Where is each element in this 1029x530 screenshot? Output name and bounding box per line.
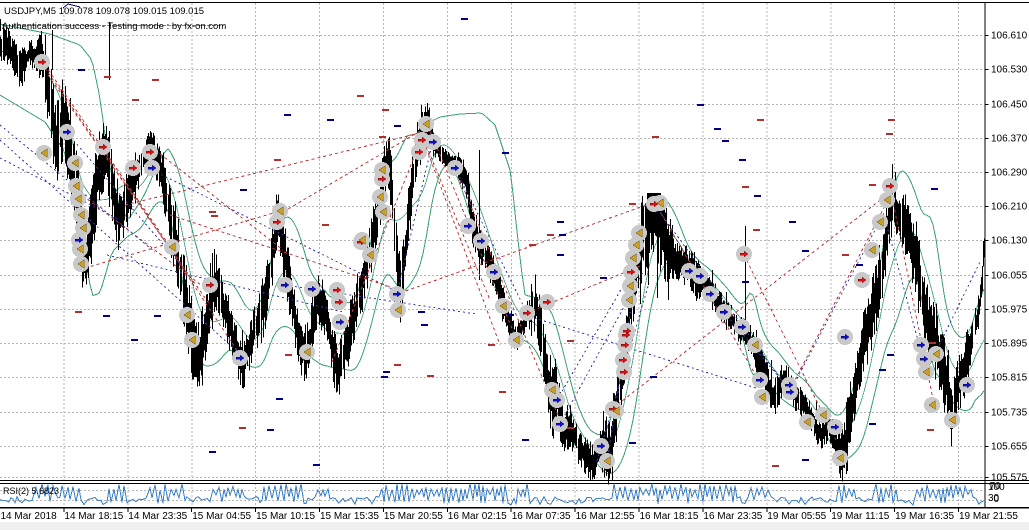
svg-text:105.735: 105.735 <box>991 408 1028 419</box>
svg-text:16 Mar 07:35: 16 Mar 07:35 <box>512 511 571 522</box>
svg-text:16 Mar 18:15: 16 Mar 18:15 <box>640 511 699 522</box>
svg-text:15 Mar 10:15: 15 Mar 10:15 <box>256 511 315 522</box>
svg-text:15 Mar 04:55: 15 Mar 04:55 <box>192 511 251 522</box>
svg-text:106.130: 106.130 <box>991 236 1028 247</box>
svg-text:19 Mar 05:55: 19 Mar 05:55 <box>767 511 826 522</box>
svg-text:106.450: 106.450 <box>991 100 1028 111</box>
svg-text:30: 30 <box>988 493 1000 504</box>
svg-text:16 Mar 02:15: 16 Mar 02:15 <box>448 511 507 522</box>
svg-text:106.370: 106.370 <box>991 134 1028 145</box>
svg-text:16 Mar 23:35: 16 Mar 23:35 <box>703 511 762 522</box>
svg-text:105.655: 105.655 <box>991 442 1028 453</box>
svg-text:106.530: 106.530 <box>991 65 1028 76</box>
svg-text:19 Mar 16:35: 19 Mar 16:35 <box>895 511 954 522</box>
svg-text:14 Mar 23:35: 14 Mar 23:35 <box>128 511 187 522</box>
svg-text:106.290: 106.290 <box>991 168 1028 179</box>
svg-text:USDJPY,M5 109.078 109.078 109: USDJPY,M5 109.078 109.078 109.015 109.01… <box>4 6 204 17</box>
svg-text:106.610: 106.610 <box>991 31 1028 42</box>
svg-text:Authentication success - Testi: Authentication success - Testing mode : … <box>2 21 226 32</box>
svg-text:106.210: 106.210 <box>991 202 1028 213</box>
svg-text:105.575: 105.575 <box>991 473 1028 484</box>
svg-text:15 Mar 20:55: 15 Mar 20:55 <box>384 511 443 522</box>
svg-text:19 Mar 11:15: 19 Mar 11:15 <box>831 511 890 522</box>
svg-text:15 Mar 15:35: 15 Mar 15:35 <box>320 511 379 522</box>
svg-text:14 Mar 2018: 14 Mar 2018 <box>1 511 58 522</box>
svg-text:106.055: 106.055 <box>991 271 1028 282</box>
svg-text:19 Mar 21:55: 19 Mar 21:55 <box>959 511 1018 522</box>
svg-text:105.975: 105.975 <box>991 305 1028 316</box>
svg-text:105.895: 105.895 <box>991 339 1028 350</box>
svg-text:105.815: 105.815 <box>991 373 1028 384</box>
svg-text:16 Mar 12:55: 16 Mar 12:55 <box>576 511 635 522</box>
svg-text:RSI(2) 5.6823: RSI(2) 5.6823 <box>3 486 59 496</box>
svg-text:14 Mar 18:15: 14 Mar 18:15 <box>64 511 123 522</box>
svg-text:0: 0 <box>994 494 1000 505</box>
svg-text:70: 70 <box>990 481 1002 492</box>
svg-text:100: 100 <box>988 482 1005 493</box>
